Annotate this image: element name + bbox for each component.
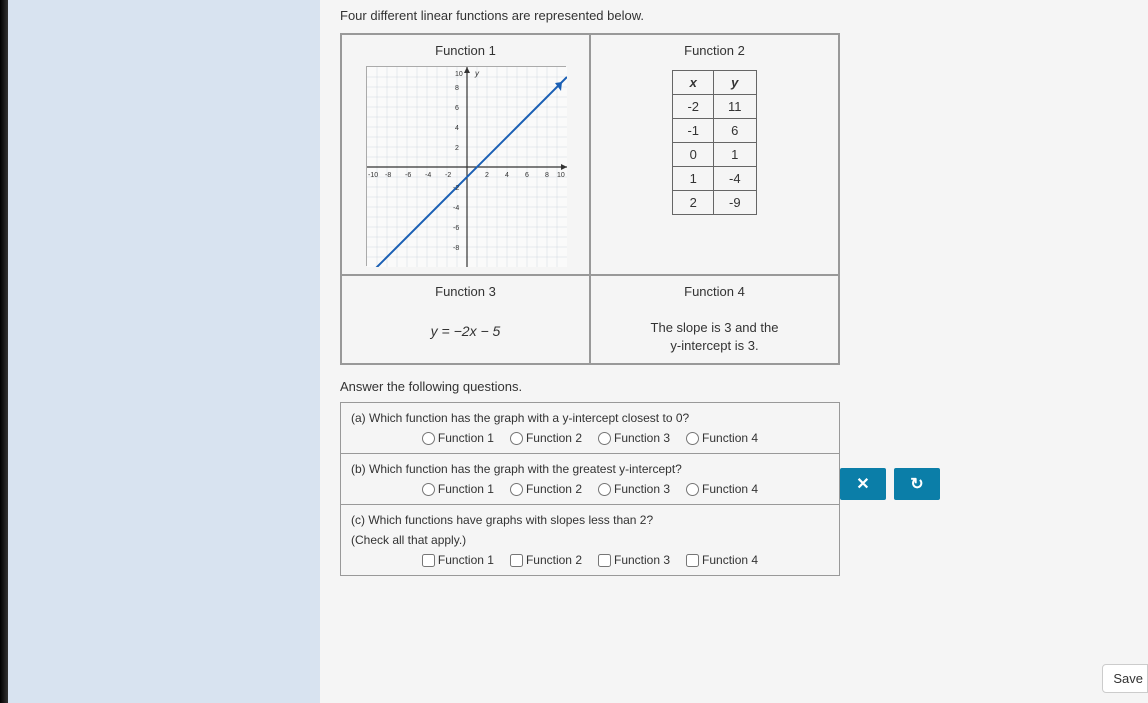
question-b: (b) Which function has the graph with th…: [341, 454, 839, 505]
question-a: (a) Which function has the graph with a …: [341, 403, 839, 454]
qa-radio-2[interactable]: [510, 432, 523, 445]
qa-radio-4[interactable]: [686, 432, 699, 445]
svg-text:-6: -6: [405, 172, 411, 179]
qb-radio-3[interactable]: [598, 483, 611, 496]
question-c-sub: (Check all that apply.): [351, 533, 829, 547]
problem-prompt: Four different linear functions are repr…: [340, 8, 950, 23]
qa-opt-2[interactable]: Function 2: [510, 431, 582, 445]
function-3-equation: y = −2x − 5: [431, 323, 501, 339]
reset-button[interactable]: ↻: [894, 468, 940, 500]
window-edge: [0, 0, 8, 703]
function-4-description: The slope is 3 and the y-intercept is 3.: [651, 319, 779, 355]
qb-radio-1[interactable]: [422, 483, 435, 496]
svg-text:8: 8: [545, 172, 549, 179]
function-2-cell: Function 2 x y -211 -16 01 1-4 2-9: [590, 34, 839, 275]
qb-radio-4[interactable]: [686, 483, 699, 496]
svg-text:-6: -6: [453, 225, 459, 232]
svg-text:4: 4: [455, 125, 459, 132]
svg-text:-4: -4: [453, 205, 459, 212]
function-2-table: x y -211 -16 01 1-4 2-9: [672, 70, 756, 215]
col-x-header: x: [673, 71, 714, 95]
question-b-options: Function 1 Function 2 Function 3 Functio…: [351, 482, 829, 496]
table-row: 1-4: [673, 167, 756, 191]
qc-opt-4[interactable]: Function 4: [686, 553, 758, 567]
question-b-text: (b) Which function has the graph with th…: [351, 462, 829, 476]
col-y-header: y: [714, 71, 757, 95]
qb-opt-3[interactable]: Function 3: [598, 482, 670, 496]
function-2-title: Function 2: [684, 43, 745, 58]
svg-text:2: 2: [485, 172, 489, 179]
table-row: -16: [673, 119, 756, 143]
svg-text:6: 6: [525, 172, 529, 179]
qc-check-3[interactable]: [598, 554, 611, 567]
qb-opt-1[interactable]: Function 1: [422, 482, 494, 496]
svg-text:-2: -2: [445, 172, 451, 179]
function-1-title: Function 1: [435, 43, 496, 58]
svg-text:-4: -4: [425, 172, 431, 179]
function-1-cell: Function 1 y 10 8 6: [341, 34, 590, 275]
qc-opt-1[interactable]: Function 1: [422, 553, 494, 567]
qa-opt-4[interactable]: Function 4: [686, 431, 758, 445]
close-icon: ✕: [856, 474, 869, 494]
qb-radio-2[interactable]: [510, 483, 523, 496]
table-row: -211: [673, 95, 756, 119]
svg-text:2: 2: [455, 145, 459, 152]
answer-prompt: Answer the following questions.: [340, 379, 950, 394]
svg-text:-8: -8: [453, 245, 459, 252]
qc-check-4[interactable]: [686, 554, 699, 567]
question-c-options: Function 1 Function 2 Function 3 Functio…: [351, 553, 829, 567]
table-row: 2-9: [673, 191, 756, 215]
questions-box: (a) Which function has the graph with a …: [340, 402, 840, 576]
function-4-cell: Function 4 The slope is 3 and the y-inte…: [590, 275, 839, 364]
action-buttons: ✕ ↻: [840, 468, 940, 500]
svg-text:-8: -8: [385, 172, 391, 179]
close-button[interactable]: ✕: [840, 468, 886, 500]
functions-grid: Function 1 y 10 8 6: [340, 33, 840, 365]
question-a-text: (a) Which function has the graph with a …: [351, 411, 829, 425]
svg-text:-10: -10: [368, 172, 378, 179]
svg-text:-2: -2: [453, 185, 459, 192]
save-button[interactable]: Save: [1102, 664, 1148, 693]
qb-opt-2[interactable]: Function 2: [510, 482, 582, 496]
function-3-title: Function 3: [435, 284, 496, 299]
question-c-text: (c) Which functions have graphs with slo…: [351, 513, 829, 527]
qb-opt-4[interactable]: Function 4: [686, 482, 758, 496]
question-c: (c) Which functions have graphs with slo…: [341, 505, 839, 575]
sidebar-panel: [8, 0, 320, 703]
svg-text:8: 8: [455, 85, 459, 92]
table-row: 01: [673, 143, 756, 167]
function-1-graph: y 10 8 6 4 2 -2 -4 -6 -8 -10 -8 -6 -4 -2…: [366, 66, 566, 266]
qc-check-1[interactable]: [422, 554, 435, 567]
question-a-options: Function 1 Function 2 Function 3 Functio…: [351, 431, 829, 445]
qa-opt-3[interactable]: Function 3: [598, 431, 670, 445]
svg-text:4: 4: [505, 172, 509, 179]
function-3-cell: Function 3 y = −2x − 5: [341, 275, 590, 364]
function-4-title: Function 4: [684, 284, 745, 299]
svg-text:10: 10: [455, 71, 463, 78]
qc-opt-2[interactable]: Function 2: [510, 553, 582, 567]
qa-radio-1[interactable]: [422, 432, 435, 445]
table-header-row: x y: [673, 71, 756, 95]
qa-opt-1[interactable]: Function 1: [422, 431, 494, 445]
save-label: Save: [1113, 671, 1143, 686]
qc-opt-3[interactable]: Function 3: [598, 553, 670, 567]
qa-radio-3[interactable]: [598, 432, 611, 445]
svg-text:10: 10: [557, 172, 565, 179]
reset-icon: ↻: [910, 474, 923, 494]
qc-check-2[interactable]: [510, 554, 523, 567]
svg-text:6: 6: [455, 105, 459, 112]
